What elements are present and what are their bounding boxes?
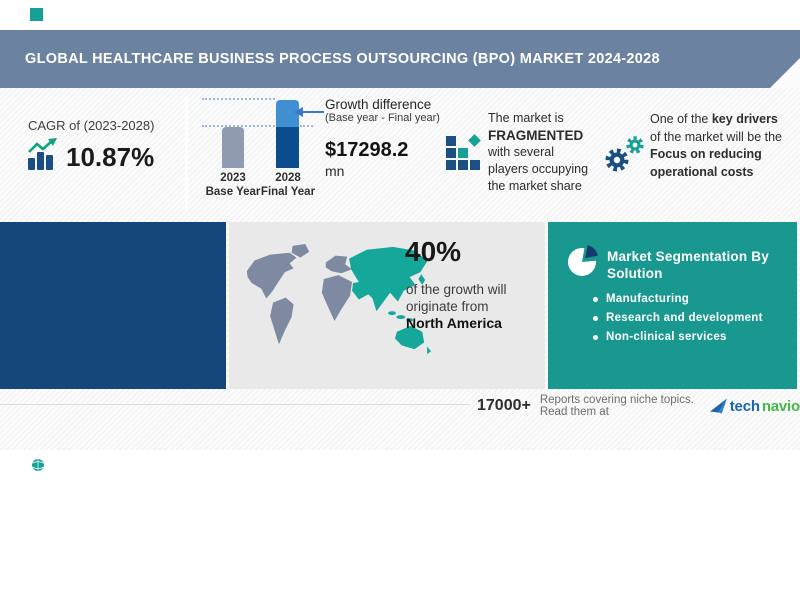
- bar-2028-base-segment: [276, 127, 299, 168]
- key-driver-text: One of the key drivers of the market wil…: [650, 111, 800, 181]
- footer-caption: Reports covering niche topics. Read them…: [539, 394, 694, 418]
- key-players-panel: Key Players Accenture Plc Cognizant Tech…: [0, 222, 226, 591]
- bar-label-2028: 2028 Final Year: [253, 171, 323, 199]
- bullet-dot: [593, 316, 598, 321]
- cagr-value: 10.87%: [66, 142, 155, 172]
- list-item: Non-clinical services: [593, 331, 763, 344]
- key-players-list: Accenture Plc Cognizant Technology Solut…: [32, 503, 225, 598]
- growth-difference-unit: mn: [325, 163, 345, 179]
- logo-text-navio: navio: [761, 397, 800, 415]
- growth-difference-title: Growth difference: [325, 97, 432, 112]
- growth-arrow-head-icon: [294, 107, 303, 117]
- key-players-title: Key Players: [62, 472, 142, 487]
- text-line: of the market will be the: [650, 129, 783, 144]
- bar-2023-base-year: [222, 127, 244, 168]
- text-segment: One of the: [650, 112, 712, 126]
- list-item: DATAMARK Inc.: [32, 541, 225, 553]
- text-line: of the growth will: [406, 282, 507, 297]
- text-line: originate from: [406, 298, 489, 314]
- bar-year: 2028: [275, 172, 301, 184]
- fragmented-blocks-icon: [446, 134, 481, 170]
- brand-corner-square: [30, 8, 43, 21]
- key-player-name: DATAMARK Inc.: [45, 541, 132, 553]
- fragmentation-text: The market is FRAGMENTED with several pl…: [488, 110, 588, 195]
- logo-text-tech: tech: [729, 397, 760, 415]
- text-line: operational costs: [650, 164, 800, 182]
- footer-divider: [0, 404, 470, 405]
- key-player-name: Accenture Plc: [45, 503, 121, 515]
- bullet-dot: [32, 563, 37, 569]
- header-bar: GLOBAL HEALTHCARE BUSINESS PROCESS OUTSO…: [0, 30, 800, 88]
- bullet-dot: [32, 506, 37, 512]
- list-item: Foundever Group.: [32, 560, 225, 572]
- growth-difference-amount: $17298.2: [325, 139, 409, 161]
- page-title: GLOBAL HEALTHCARE BUSINESS PROCESS OUTSO…: [25, 51, 660, 67]
- bullet-dot: [593, 297, 598, 302]
- text-segment-bold: key drivers: [711, 112, 778, 126]
- world-map: [246, 243, 432, 355]
- text-line: Focus on reducing: [650, 146, 800, 164]
- reference-line-base: [202, 125, 275, 127]
- region-name: North America: [406, 315, 502, 331]
- text-line-bold: FRAGMENTED: [488, 128, 584, 143]
- text-line: players occupying: [488, 162, 589, 176]
- key-player-name: Cognizant Technology Solutions C.: [45, 522, 225, 534]
- segment-name: Research and development: [606, 312, 763, 324]
- segmentation-title: Market Segmentation By Solution: [607, 249, 769, 281]
- regional-growth-panel: 40% of the growth will originate from No…: [229, 222, 545, 389]
- bullet-dot: [32, 525, 37, 531]
- text-line: the market share: [488, 179, 582, 193]
- bar-sublabel: Final Year: [260, 186, 316, 198]
- regional-growth-caption: of the growth will originate from North …: [406, 282, 507, 332]
- list-item: GeBBS Healthcare Solutions Inc.: [32, 579, 225, 591]
- key-players-icon: [21, 459, 55, 492]
- key-player-name: GeBBS Healthcare Solutions Inc.: [45, 579, 224, 591]
- key-player-name: Foundever Group.: [45, 560, 144, 572]
- growth-arrow-line: [303, 111, 324, 113]
- list-item: Cognizant Technology Solutions C.: [32, 522, 225, 534]
- list-item: Accenture Plc: [32, 503, 225, 515]
- list-item: Manufacturing: [593, 293, 763, 306]
- list-item: Research and development: [593, 312, 763, 325]
- bar-2028-growth-segment: [276, 100, 299, 127]
- text-line: with several: [488, 145, 554, 159]
- technavio-logo[interactable]: tech navio: [709, 397, 800, 415]
- growth-trend-icon: [28, 138, 57, 170]
- text-line: The market is: [488, 111, 564, 125]
- infographic-canvas: GLOBAL HEALTHCARE BUSINESS PROCESS OUTSO…: [0, 8, 800, 591]
- regional-growth-percent: 40%: [405, 236, 462, 267]
- gears-icon: [605, 136, 644, 172]
- bar-label-2023: 2023 Base Year: [198, 171, 268, 199]
- reference-line-base-right: [300, 125, 313, 127]
- bullet-dot: [32, 582, 37, 588]
- text-segment-bold: operational costs: [650, 164, 754, 179]
- segmentation-panel: Market Segmentation By Solution Manufact…: [548, 222, 797, 389]
- header-diagonal-cut: [770, 58, 800, 88]
- footer: 17000+ Reports covering niche topics. Re…: [477, 394, 800, 418]
- pie-chart-icon: [567, 245, 598, 276]
- text-segment-bold: Focus on reducing: [650, 147, 762, 161]
- bar-sublabel: Base Year: [205, 186, 261, 198]
- bullet-dot: [32, 544, 37, 550]
- segment-name: Non-clinical services: [606, 331, 727, 343]
- text-line: One of the key drivers: [650, 111, 800, 129]
- growth-difference-subtitle: (Base year - Final year): [325, 112, 440, 124]
- segmentation-list: Manufacturing Research and development N…: [593, 293, 763, 350]
- section-divider: [185, 96, 188, 212]
- technavio-arrow-icon: [709, 398, 727, 414]
- reports-count: 17000+: [477, 397, 531, 414]
- bar-year: 2023: [220, 172, 246, 184]
- segment-name: Manufacturing: [606, 293, 690, 305]
- cagr-label: CAGR of (2023-2028): [28, 118, 155, 133]
- reference-line-final: [202, 98, 275, 100]
- bullet-dot: [593, 335, 598, 340]
